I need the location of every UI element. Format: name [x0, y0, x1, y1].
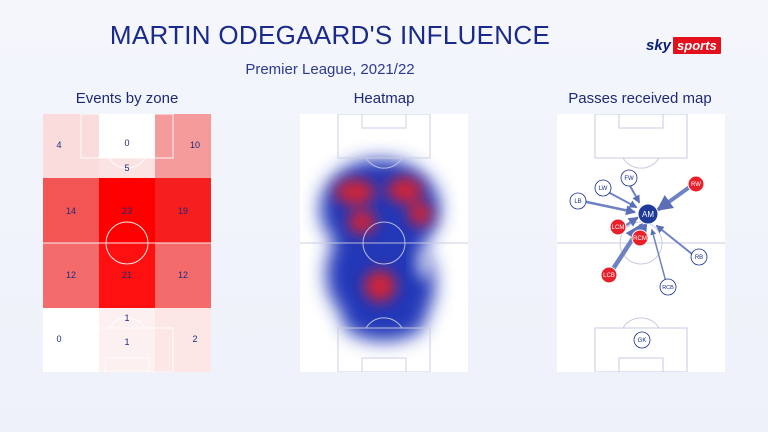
zone-label: 1	[124, 337, 130, 347]
events-zone-grid	[43, 114, 211, 372]
page-subtitle: Premier League, 2021/22	[245, 61, 415, 78]
player-nodes: AM RW LCM RCM LCB FW LW LB	[569, 169, 708, 349]
zone-9	[155, 243, 211, 308]
player-node-gk: GK	[633, 331, 651, 349]
heatmap-panel-title: Heatmap	[353, 90, 415, 107]
zone-label: 0	[124, 138, 130, 148]
player-node-rcb: RCB	[659, 278, 677, 296]
passes-pitch: AM RW LCM RCM LCB FW LW LB	[557, 114, 725, 372]
zone-6	[155, 178, 211, 243]
player-label: GK	[638, 338, 647, 344]
zone-label: 10	[189, 140, 200, 150]
zone-label: 14	[65, 206, 76, 216]
player-node-lcm: LCM	[609, 218, 627, 236]
zone-label: 19	[177, 206, 188, 216]
player-label: RW	[691, 182, 701, 188]
player-label: AM	[642, 210, 654, 219]
player-label: RB	[695, 255, 703, 261]
heatmap-graphic	[300, 114, 468, 372]
zone-7	[43, 243, 99, 308]
zone-label: 21	[121, 270, 132, 280]
zone-label: 5	[124, 163, 130, 173]
player-node-am: AM	[637, 203, 659, 225]
player-node-lw: LW	[594, 179, 612, 197]
zone-4	[43, 178, 99, 243]
zone-label: 23	[121, 206, 132, 216]
zone-label: 12	[177, 270, 188, 280]
player-node-lb: LB	[569, 192, 587, 210]
zone-1	[99, 114, 155, 158]
zone-label: 12	[65, 270, 76, 280]
player-label: LCB	[603, 273, 615, 279]
player-node-lcb: LCB	[600, 266, 618, 284]
zone-label: 0	[56, 334, 62, 344]
player-node-rb: RB	[690, 248, 708, 266]
page-title: MARTIN ODEGAARD'S INFLUENCE	[109, 20, 551, 50]
logo-sky: sky	[646, 36, 672, 54]
passes-panel-title: Passes received map	[568, 90, 712, 107]
player-label: LW	[599, 186, 608, 192]
zone-8	[99, 243, 155, 308]
zone-12	[99, 328, 155, 372]
zone-13	[155, 308, 211, 372]
player-label: FW	[624, 176, 634, 182]
player-label: RCB	[662, 285, 674, 291]
player-node-fw: FW	[620, 169, 638, 187]
player-label: LCM	[612, 225, 625, 231]
player-label: LB	[574, 199, 581, 205]
zone-label: 2	[192, 334, 198, 344]
zone-5	[99, 178, 155, 243]
player-label: RCM	[633, 236, 647, 242]
heatmap-pitch	[300, 114, 468, 372]
player-node-rcm: RCM	[631, 229, 649, 247]
zone-0	[43, 114, 99, 178]
events-panel-title: Events by zone	[75, 90, 179, 107]
zone-label: 4	[56, 140, 62, 150]
events-pitch: 4 0 10 5 14 23 19 12 21 12 1 0 1 2	[43, 114, 211, 372]
logo-sports: sports	[673, 36, 721, 54]
zone-11	[43, 308, 99, 372]
zone-2	[155, 114, 211, 178]
sky-sports-logo: sky sports	[646, 36, 721, 54]
player-node-rw: RW	[687, 175, 705, 193]
zone-label: 1	[124, 313, 130, 323]
